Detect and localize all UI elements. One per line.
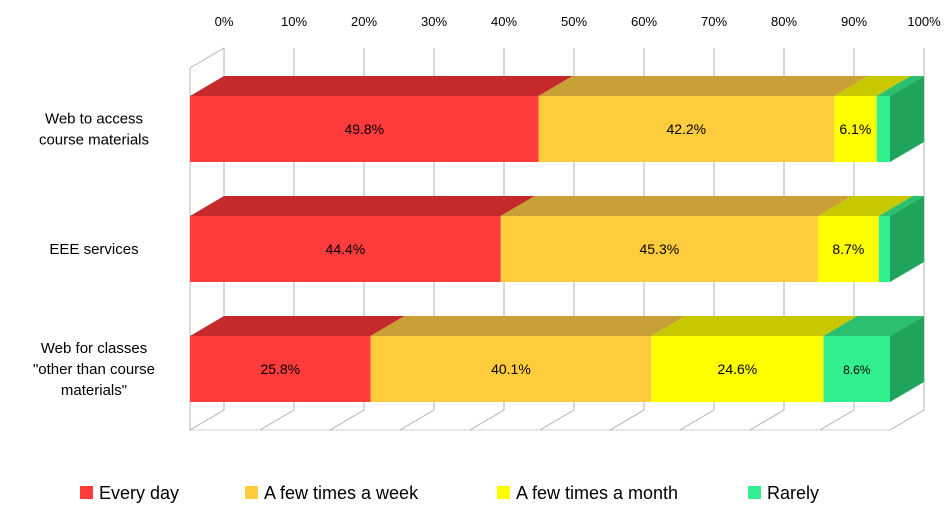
floor-gridline <box>609 409 645 431</box>
bar-groups: 49.8% 42.2% 6.1% 44.4% 45.3% 8.7% 25.8% 40.1% 24… <box>190 76 924 402</box>
bar-side-face <box>890 196 924 282</box>
bar-top-face <box>190 76 573 96</box>
floor-gridline <box>469 409 505 431</box>
legend-swatch <box>80 486 93 499</box>
bar-top-face <box>651 316 858 336</box>
legend-label: A few times a month <box>516 483 678 503</box>
bar-segment <box>190 96 539 162</box>
bar-group: 44.4% 45.3% 8.7% <box>190 196 924 282</box>
x-tick-labels: 0% 10% 20% 30% 40% 50% 60% 70% 80% 90% 100% <box>215 14 941 29</box>
floor-gridline <box>819 409 855 431</box>
floor-gridline <box>889 409 925 431</box>
x-tick-label: 70% <box>701 14 727 29</box>
x-tick-label: 40% <box>491 14 517 29</box>
legend: Every day A few times a week A few times a… <box>80 483 819 503</box>
data-label: 42.2% <box>666 121 706 137</box>
legend-swatch <box>245 486 258 499</box>
bar-top-face <box>190 196 535 216</box>
category-label-line: course materials <box>39 132 149 149</box>
bar-segment <box>190 216 501 282</box>
bar-top-face <box>823 316 924 336</box>
x-tick-label: 30% <box>421 14 447 29</box>
data-label: 49.8% <box>344 121 384 137</box>
legend-swatch <box>497 486 510 499</box>
legend-swatch <box>748 486 761 499</box>
x-tick-label: 60% <box>631 14 657 29</box>
bar-group: 49.8% 42.2% 6.1% <box>190 76 924 162</box>
bar-segment <box>878 216 890 282</box>
legend-item: Rarely <box>748 483 819 503</box>
bar-top-face <box>876 76 924 96</box>
bar-segment <box>876 96 890 162</box>
bar-segment <box>538 96 834 162</box>
floor-gridline <box>749 409 785 431</box>
floor-gridline <box>399 409 435 431</box>
bar-top-face <box>538 76 868 96</box>
category-label: EEE services <box>49 241 138 258</box>
floor-gridline <box>679 409 715 431</box>
legend-item: A few times a month <box>497 483 678 503</box>
legend-label: A few times a week <box>264 483 419 503</box>
data-label: 25.8% <box>260 361 300 377</box>
bar-side-face <box>890 316 924 402</box>
floor-gridline <box>189 409 225 431</box>
bar-side-face <box>890 76 924 162</box>
x-tick-label: 0% <box>215 14 234 29</box>
bar-segment <box>190 336 371 402</box>
category-label: Web to access course materials <box>39 111 149 149</box>
bar-segment <box>500 216 818 282</box>
category-label-line: materials" <box>61 382 127 399</box>
legend-label: Rarely <box>767 483 819 503</box>
x-tick-label: 50% <box>561 14 587 29</box>
data-label: 40.1% <box>491 361 531 377</box>
x-tick-label: 20% <box>351 14 377 29</box>
bar-top-face <box>190 316 405 336</box>
legend-item: A few times a week <box>245 483 419 503</box>
data-label: 44.4% <box>326 241 366 257</box>
bar-top-face <box>370 316 686 336</box>
bar-top-face <box>878 196 924 216</box>
category-label-line: Web to access <box>45 111 143 128</box>
bar-top-face <box>834 76 911 96</box>
bar-group: 25.8% 40.1% 24.6% 8.6% <box>190 316 924 402</box>
x-tick-label: 80% <box>771 14 797 29</box>
bar-segment <box>370 336 652 402</box>
data-label: 6.1% <box>839 121 871 137</box>
bar-top-face <box>500 196 852 216</box>
x-tick-label: 100% <box>907 14 941 29</box>
bar-segment <box>834 96 877 162</box>
category-label-line: Web for classes <box>41 340 147 357</box>
x-tick-label: 10% <box>281 14 307 29</box>
floor-gridline <box>259 409 295 431</box>
data-label: 8.6% <box>843 363 871 377</box>
wall-edge <box>189 47 225 430</box>
floor-gridline <box>539 409 575 431</box>
data-label: 24.6% <box>718 361 758 377</box>
data-label: 45.3% <box>639 241 679 257</box>
floor-gridline <box>329 409 365 431</box>
category-label: Web for classes "other than course materia… <box>33 340 155 399</box>
data-label: 8.7% <box>832 241 864 257</box>
category-label-line: EEE services <box>49 241 138 258</box>
bar-segment <box>817 216 879 282</box>
bar-segment <box>823 336 890 402</box>
x-tick-label: 90% <box>841 14 867 29</box>
bar-top-face <box>817 196 913 216</box>
legend-label: Every day <box>99 483 179 503</box>
category-labels: Web to access course materials EEE service… <box>33 111 155 400</box>
bar-segment <box>651 336 824 402</box>
category-label-line: "other than course <box>33 361 155 378</box>
legend-item: Every day <box>80 483 179 503</box>
